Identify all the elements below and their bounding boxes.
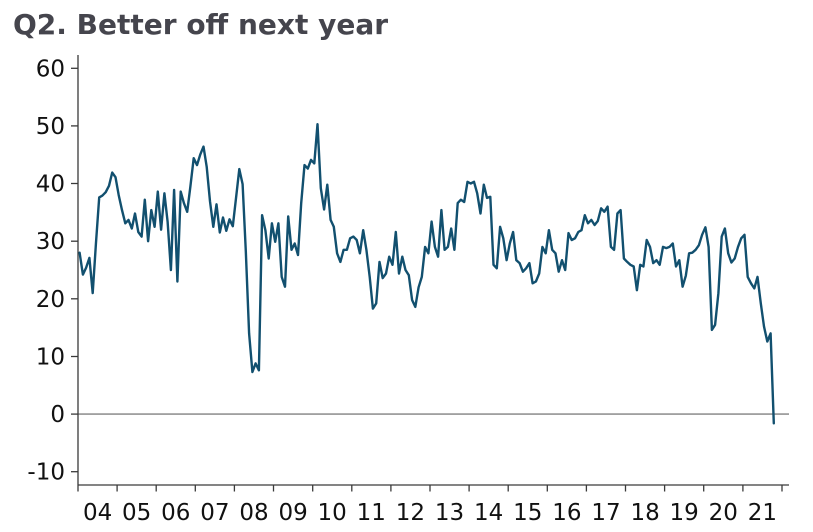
y-tick-label: -10 bbox=[27, 460, 65, 486]
y-tick-label: 50 bbox=[36, 114, 65, 140]
y-tick-label: 10 bbox=[36, 345, 65, 371]
y-tick-label: 40 bbox=[36, 172, 65, 198]
x-tick-label: 12 bbox=[396, 500, 425, 526]
x-tick-label: 14 bbox=[474, 500, 503, 526]
y-tick-label: 20 bbox=[36, 287, 65, 313]
x-tick-label: 17 bbox=[591, 500, 620, 526]
y-tick-label: 60 bbox=[36, 56, 65, 82]
x-tick-label: 15 bbox=[513, 500, 542, 526]
chart-title: Q2. Better off next year bbox=[13, 8, 389, 41]
x-tick-label: 13 bbox=[435, 500, 464, 526]
x-tick-label: 07 bbox=[200, 500, 229, 526]
x-tick-label: 21 bbox=[748, 500, 777, 526]
x-tick-label: 09 bbox=[278, 500, 307, 526]
y-tick-label: 0 bbox=[50, 402, 65, 428]
x-tick-label: 05 bbox=[122, 500, 151, 526]
x-tick-label: 08 bbox=[239, 500, 268, 526]
x-tick-label: 20 bbox=[709, 500, 738, 526]
x-tick-label: 19 bbox=[670, 500, 699, 526]
y-tick-label: 30 bbox=[36, 229, 65, 255]
x-tick-label: 11 bbox=[357, 500, 386, 526]
x-tick-label: 06 bbox=[161, 500, 190, 526]
series-line bbox=[78, 122, 775, 425]
x-tick-label: 04 bbox=[83, 500, 112, 526]
x-tick-label: 18 bbox=[630, 500, 659, 526]
x-tick-label: 10 bbox=[318, 500, 347, 526]
x-tick-label: 16 bbox=[552, 500, 581, 526]
